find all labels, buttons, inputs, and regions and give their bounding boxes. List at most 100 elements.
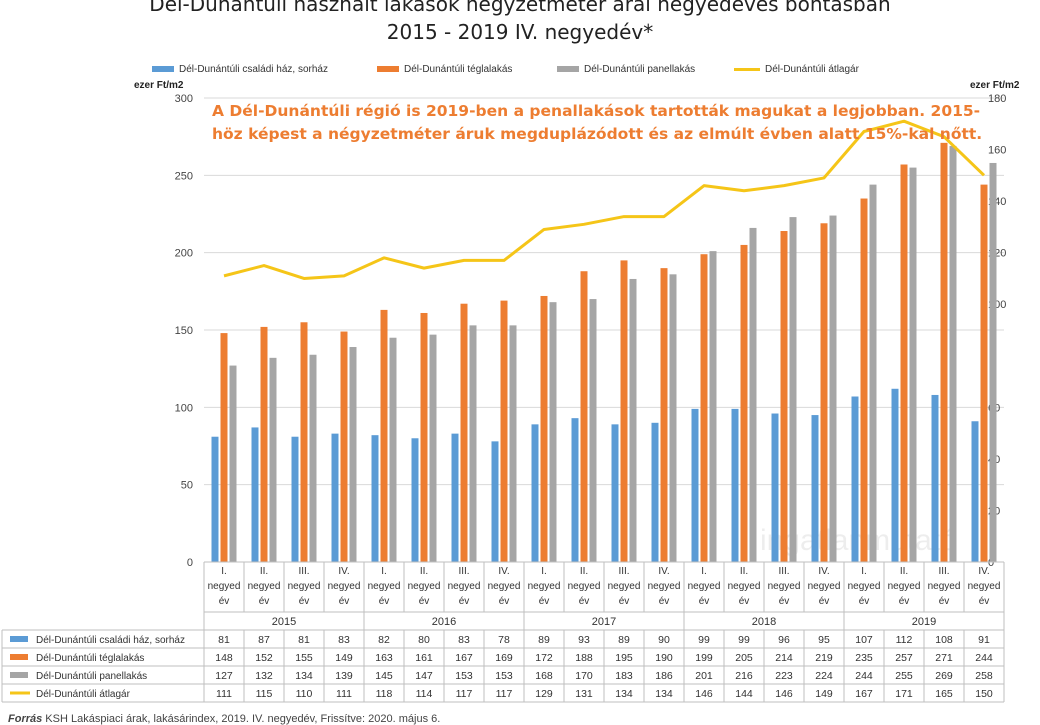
year-label: 2017 xyxy=(592,616,616,628)
x-tick-label: negyed xyxy=(208,581,241,592)
table-cell: 99 xyxy=(738,634,750,646)
table-cell: 129 xyxy=(535,688,553,700)
bar-csaladi xyxy=(251,427,259,562)
x-tick-label: év xyxy=(379,596,390,607)
year-label: 2015 xyxy=(272,616,296,628)
table-cell: 199 xyxy=(695,652,713,664)
bar-panel xyxy=(389,337,397,562)
x-tick-label: év xyxy=(659,596,670,607)
table-row-label: Dél-Dunántúli családi ház, sorház xyxy=(36,635,185,646)
table-cell: 186 xyxy=(655,670,673,682)
bar-panel xyxy=(869,184,877,562)
table-cell: 134 xyxy=(655,688,673,700)
table-cell: 224 xyxy=(815,670,833,682)
bar-csaladi xyxy=(651,422,659,562)
x-tick-label: IV. xyxy=(978,566,989,577)
x-tick-label: II. xyxy=(580,566,588,577)
table-cell: 244 xyxy=(855,670,873,682)
x-tick-label: negyed xyxy=(688,581,721,592)
x-tick-label: negyed xyxy=(408,581,441,592)
bar-tegla xyxy=(780,231,788,562)
table-cell: 134 xyxy=(615,688,633,700)
y-tick-label: 300 xyxy=(175,93,193,105)
x-tick-label: negyed xyxy=(728,581,761,592)
table-cell: 149 xyxy=(335,652,353,664)
x-tick-label: negyed xyxy=(768,581,801,592)
x-tick-label: III. xyxy=(458,566,469,577)
table-cell: 183 xyxy=(615,670,633,682)
bar-panel xyxy=(829,215,837,562)
table-cell: 111 xyxy=(216,688,232,700)
bar-tegla xyxy=(460,303,468,562)
bar-panel xyxy=(909,167,917,562)
bar-csaladi xyxy=(411,438,419,562)
x-tick-label: év xyxy=(219,596,230,607)
table-cell: 95 xyxy=(818,634,830,646)
bar-tegla xyxy=(900,164,908,563)
table-cell: 81 xyxy=(218,634,230,646)
legend-line-atlag xyxy=(734,67,760,71)
x-tick-label: negyed xyxy=(648,581,681,592)
x-tick-label: negyed xyxy=(328,581,361,592)
x-tick-label: I. xyxy=(701,566,707,577)
bar-tegla xyxy=(860,198,868,563)
table-cell: 89 xyxy=(538,634,550,646)
x-tick-label: év xyxy=(779,596,790,607)
x-tick-label: III. xyxy=(938,566,949,577)
bar-panel xyxy=(709,251,717,562)
table-cell: 258 xyxy=(975,670,993,682)
bar-tegla xyxy=(380,309,388,562)
x-tick-label: év xyxy=(899,596,910,607)
year-label: 2016 xyxy=(432,616,456,628)
x-tick-label: IV. xyxy=(658,566,669,577)
table-cell: 244 xyxy=(975,652,993,664)
table-cell: 110 xyxy=(296,688,313,700)
table-cell: 114 xyxy=(416,688,433,700)
bar-tegla xyxy=(420,312,428,562)
bar-csaladi xyxy=(811,415,819,562)
table-cell: 90 xyxy=(658,634,670,646)
table-cell: 117 xyxy=(496,688,513,700)
table-cell: 269 xyxy=(935,670,953,682)
table-cell: 165 xyxy=(935,688,953,700)
table-legend-swatch xyxy=(10,672,28,678)
table-cell: 257 xyxy=(895,652,913,664)
table-cell: 155 xyxy=(295,652,313,664)
chart-annotation: A Dél-Dunántúli régió is 2019-ben a pena… xyxy=(212,102,983,143)
table-cell: 153 xyxy=(495,670,513,682)
bar-csaladi xyxy=(691,408,699,562)
x-tick-label: negyed xyxy=(448,581,481,592)
table-cell: 147 xyxy=(415,670,433,682)
table-cell: 223 xyxy=(775,670,793,682)
x-tick-label: negyed xyxy=(488,581,521,592)
bar-tegla xyxy=(540,295,548,562)
table-legend-swatch xyxy=(10,636,28,642)
table-cell: 99 xyxy=(698,634,710,646)
table-cell: 271 xyxy=(935,652,953,664)
table-cell: 195 xyxy=(615,652,633,664)
table-cell: 188 xyxy=(575,652,593,664)
source-prefix: Forrás xyxy=(8,713,43,725)
left-axis-unit: ezer Ft/m2 xyxy=(134,80,184,91)
x-tick-label: év xyxy=(419,596,430,607)
bar-panel xyxy=(549,302,557,562)
x-tick-label: IV. xyxy=(818,566,829,577)
table-cell: 93 xyxy=(578,634,590,646)
bar-csaladi xyxy=(851,396,859,562)
bar-tegla xyxy=(820,223,828,562)
bar-panel xyxy=(749,227,757,563)
y2-tick-label: 160 xyxy=(988,145,1006,157)
table-cell: 131 xyxy=(575,688,593,700)
bar-tegla xyxy=(340,331,348,562)
table-cell: 219 xyxy=(815,652,833,664)
x-tick-label: negyed xyxy=(848,581,881,592)
x-tick-label: negyed xyxy=(528,581,561,592)
table-cell: 82 xyxy=(378,634,390,646)
table-cell: 255 xyxy=(895,670,913,682)
x-tick-label: év xyxy=(859,596,870,607)
table-cell: 89 xyxy=(618,634,630,646)
legend-label-panel: Dél-Dunántúli panellakás xyxy=(584,64,696,75)
x-tick-label: III. xyxy=(618,566,629,577)
bar-panel xyxy=(509,325,517,562)
table-cell: 205 xyxy=(735,652,753,664)
